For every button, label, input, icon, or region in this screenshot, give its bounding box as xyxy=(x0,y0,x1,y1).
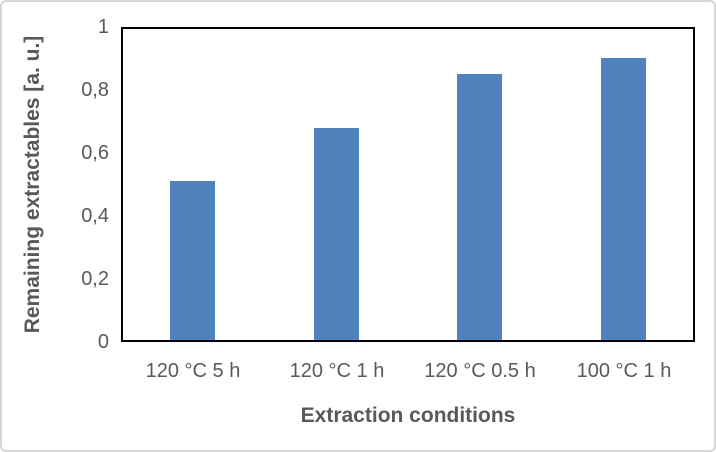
bar xyxy=(601,58,646,342)
y-tick-label: 0,8 xyxy=(81,79,109,101)
bar xyxy=(457,74,502,342)
x-category-label: 120 °C 0.5 h xyxy=(424,360,536,382)
y-tick-label: 0,2 xyxy=(81,268,109,290)
x-category-label: 100 °C 1 h xyxy=(576,360,672,382)
bar xyxy=(314,128,359,342)
bar xyxy=(170,181,215,342)
plot-area xyxy=(121,27,695,342)
y-tick-label: 1 xyxy=(97,16,109,38)
x-category-label: 120 °C 5 h xyxy=(145,360,241,382)
y-axis-title: Remaining extractables [a. u.] xyxy=(21,35,44,334)
y-tick-label: 0,6 xyxy=(81,142,109,164)
y-tick-label: 0,4 xyxy=(81,205,109,227)
x-category-label: 120 °C 1 h xyxy=(289,360,385,382)
x-axis-title: Extraction conditions xyxy=(300,404,516,427)
y-tick-label: 0 xyxy=(97,331,109,353)
